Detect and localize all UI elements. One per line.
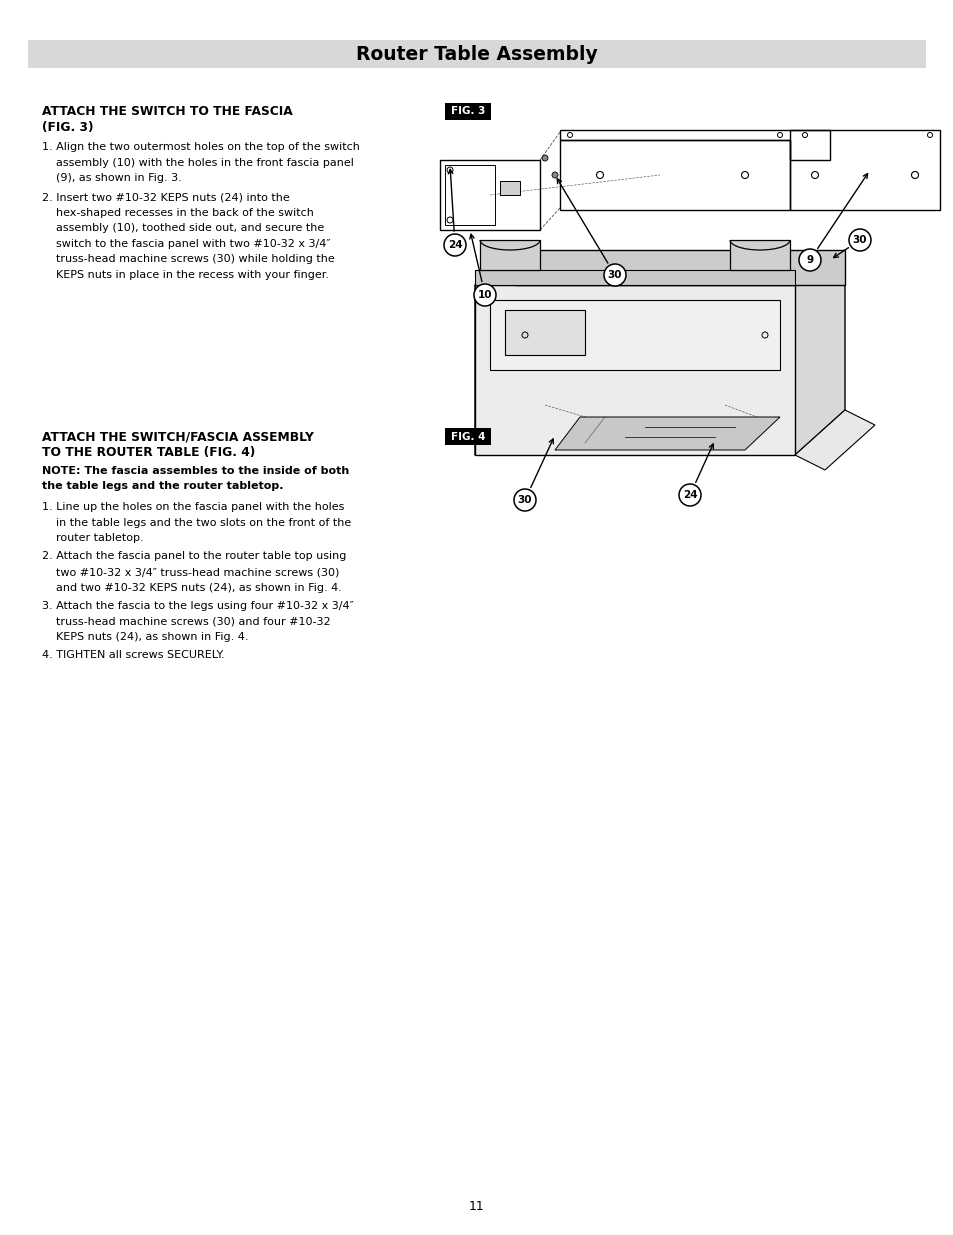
Text: Router Table Assembly: Router Table Assembly <box>355 44 598 63</box>
Circle shape <box>603 264 625 287</box>
Polygon shape <box>794 410 874 471</box>
Text: hex-shaped recesses in the back of the switch: hex-shaped recesses in the back of the s… <box>42 207 314 217</box>
FancyBboxPatch shape <box>28 40 925 68</box>
Text: 2. Insert two #10-32 KEPS nuts (24) into the: 2. Insert two #10-32 KEPS nuts (24) into… <box>42 193 290 203</box>
Circle shape <box>443 233 465 256</box>
Text: 30: 30 <box>852 235 866 245</box>
Polygon shape <box>504 310 584 354</box>
Text: router tabletop.: router tabletop. <box>42 534 144 543</box>
Circle shape <box>541 156 547 161</box>
Text: ATTACH THE SWITCH TO THE FASCIA: ATTACH THE SWITCH TO THE FASCIA <box>42 105 293 119</box>
Text: 30: 30 <box>517 495 532 505</box>
Text: switch to the fascia panel with two #10-32 x 3/4″: switch to the fascia panel with two #10-… <box>42 238 330 248</box>
Polygon shape <box>490 300 780 370</box>
Text: 11: 11 <box>469 1200 484 1214</box>
Text: KEPS nuts in place in the recess with your finger.: KEPS nuts in place in the recess with yo… <box>42 269 329 279</box>
FancyBboxPatch shape <box>444 429 491 445</box>
Text: KEPS nuts (24), as shown in Fig. 4.: KEPS nuts (24), as shown in Fig. 4. <box>42 632 248 642</box>
Polygon shape <box>475 410 844 454</box>
Text: (FIG. 3): (FIG. 3) <box>42 121 93 133</box>
Text: 3. Attach the fascia to the legs using four #10-32 x 3/4″: 3. Attach the fascia to the legs using f… <box>42 600 354 611</box>
Circle shape <box>679 484 700 506</box>
Text: 4. TIGHTEN all screws SECURELY.: 4. TIGHTEN all screws SECURELY. <box>42 650 224 659</box>
Text: 10: 10 <box>477 290 492 300</box>
Polygon shape <box>475 285 794 454</box>
Polygon shape <box>479 240 539 270</box>
Polygon shape <box>729 240 789 270</box>
Text: NOTE: The fascia assembles to the inside of both: NOTE: The fascia assembles to the inside… <box>42 466 349 475</box>
Text: 30: 30 <box>607 270 621 280</box>
Text: (9), as shown in Fig. 3.: (9), as shown in Fig. 3. <box>42 173 182 183</box>
Circle shape <box>514 489 536 511</box>
Circle shape <box>799 249 821 270</box>
Text: 24: 24 <box>682 490 697 500</box>
Text: assembly (10) with the holes in the front fascia panel: assembly (10) with the holes in the fron… <box>42 158 354 168</box>
Circle shape <box>848 228 870 251</box>
Polygon shape <box>475 249 515 454</box>
Text: 24: 24 <box>447 240 462 249</box>
Text: 2. Attach the fascia panel to the router table top using: 2. Attach the fascia panel to the router… <box>42 552 346 562</box>
Text: and two #10-32 KEPS nuts (24), as shown in Fig. 4.: and two #10-32 KEPS nuts (24), as shown … <box>42 583 341 593</box>
Text: in the table legs and the two slots on the front of the: in the table legs and the two slots on t… <box>42 517 351 527</box>
Circle shape <box>474 284 496 306</box>
Text: truss-head machine screws (30) and four #10-32: truss-head machine screws (30) and four … <box>42 616 331 626</box>
Polygon shape <box>515 249 844 285</box>
Text: 1. Line up the holes on the fascia panel with the holes: 1. Line up the holes on the fascia panel… <box>42 503 344 513</box>
Text: the table legs and the router tabletop.: the table legs and the router tabletop. <box>42 482 283 492</box>
Polygon shape <box>475 270 794 285</box>
Text: FIG. 3: FIG. 3 <box>451 106 485 116</box>
FancyBboxPatch shape <box>444 103 491 120</box>
Text: 9: 9 <box>805 254 813 266</box>
Circle shape <box>552 172 558 178</box>
Polygon shape <box>555 417 780 450</box>
Text: truss-head machine screws (30) while holding the: truss-head machine screws (30) while hol… <box>42 254 335 264</box>
Polygon shape <box>794 249 844 454</box>
Text: assembly (10), toothed side out, and secure the: assembly (10), toothed side out, and sec… <box>42 224 324 233</box>
Text: TO THE ROUTER TABLE (FIG. 4): TO THE ROUTER TABLE (FIG. 4) <box>42 446 255 458</box>
Text: FIG. 4: FIG. 4 <box>450 431 485 441</box>
Text: ATTACH THE SWITCH/FASCIA ASSEMBLY: ATTACH THE SWITCH/FASCIA ASSEMBLY <box>42 430 314 443</box>
Text: two #10-32 x 3/4″ truss-head machine screws (30): two #10-32 x 3/4″ truss-head machine scr… <box>42 567 339 577</box>
FancyBboxPatch shape <box>499 182 519 195</box>
Text: 1. Align the two outermost holes on the top of the switch: 1. Align the two outermost holes on the … <box>42 142 359 152</box>
